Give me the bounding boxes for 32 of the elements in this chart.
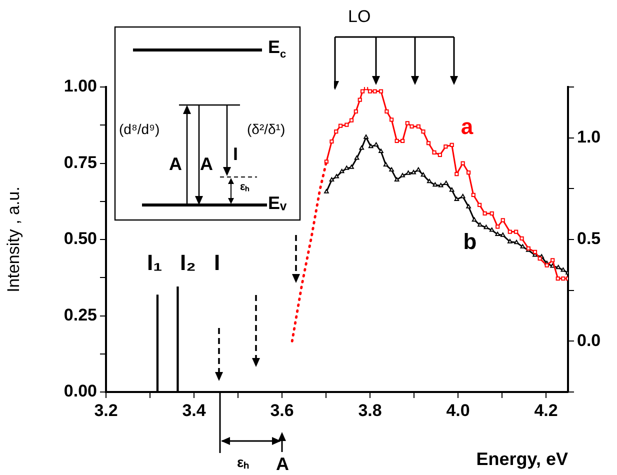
x-tick-label: 4.2 xyxy=(534,400,558,420)
text: A xyxy=(276,454,289,474)
annotation: I xyxy=(214,250,220,275)
x-axis-title: Energy, eV xyxy=(476,449,568,470)
y2-tick-label: 0.5 xyxy=(577,229,601,248)
y-axis-title: Intensity , a.u. xyxy=(4,186,23,292)
y-tick-label: 0.50 xyxy=(64,229,97,248)
y-tick-label: 0.75 xyxy=(64,152,97,172)
series-label: a xyxy=(460,114,474,140)
y2-tick-label: 0.0 xyxy=(577,330,601,350)
annotation: I xyxy=(233,144,238,164)
y-tick-label: 0.00 xyxy=(64,382,97,401)
x-tick-label: 3.6 xyxy=(270,400,294,420)
series-label: b xyxy=(463,229,477,254)
annotation: A xyxy=(169,154,182,174)
y-tick-label: 0.25 xyxy=(64,305,97,324)
text: E$_{c}$ xyxy=(268,37,286,61)
x-tick-label: 3.2 xyxy=(94,400,118,420)
y-tick-label: 1.00 xyxy=(64,76,97,96)
annotation: (d⁸/d⁹) xyxy=(119,121,160,137)
x-tick-label: 3.4 xyxy=(182,400,206,420)
text: LO xyxy=(348,7,371,26)
annotation: Eᵥ xyxy=(268,193,287,213)
annotation: (δ²/δ¹) xyxy=(247,121,286,137)
annotation: A xyxy=(200,154,213,174)
annotation: I₁ xyxy=(147,250,162,275)
x-tick-label: 3.8 xyxy=(358,400,382,420)
text: εₕ xyxy=(237,454,250,470)
y2-tick-label: 1.0 xyxy=(577,128,601,147)
x-tick-label: 4.0 xyxy=(446,400,470,420)
annotation: I₂ xyxy=(180,250,196,275)
annotation: εₕ xyxy=(240,181,250,193)
